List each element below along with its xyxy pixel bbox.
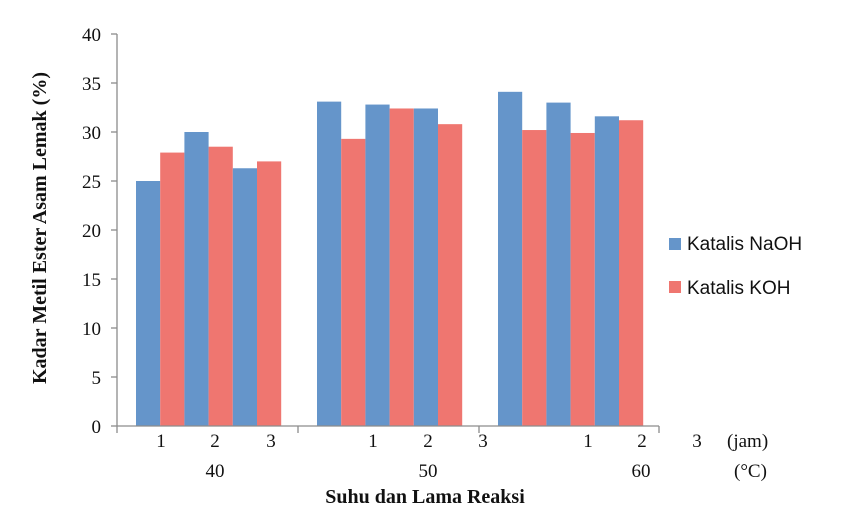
- y-tick-label: 20: [82, 221, 101, 242]
- bar-koh: [341, 138, 366, 427]
- bar-naoh: [232, 168, 257, 426]
- x-unit-time: (jam): [727, 431, 768, 452]
- y-ticks-group: 0 5 10 15 20 25 30 35 40: [82, 25, 117, 438]
- bar-naoh: [546, 102, 571, 426]
- y-tick-label: 35: [82, 74, 101, 95]
- y-tick-label: 30: [82, 123, 101, 144]
- legend-label-naoh: Katalis NaOH: [687, 234, 802, 255]
- bar-koh: [160, 152, 185, 426]
- x-tick-label-time: 1: [156, 431, 166, 452]
- bar-naoh: [498, 91, 523, 426]
- legend: Katalis NaOH Katalis KOH: [669, 234, 802, 299]
- x-tick-label-temperature: 40: [206, 461, 225, 482]
- x-tick-label-temperature: 50: [419, 461, 438, 482]
- bar-naoh: [317, 101, 342, 427]
- legend-swatch-naoh: [669, 238, 681, 250]
- bar-koh: [522, 130, 547, 427]
- bar-koh: [619, 120, 644, 427]
- bar-koh: [389, 108, 414, 426]
- x-tick-label-time: 3: [692, 431, 702, 452]
- bar-naoh: [184, 132, 209, 426]
- y-tick-label: 40: [82, 25, 101, 46]
- x-unit-temperature: (°C): [734, 461, 767, 482]
- y-tick-label: 0: [92, 417, 102, 438]
- x-tick-label-temperature: 60: [632, 461, 651, 482]
- bar-naoh: [594, 116, 619, 426]
- y-tick-label: 10: [82, 319, 101, 340]
- x-axis-title: Suhu dan Lama Reaksi: [325, 486, 525, 508]
- x-tick-label-time: 3: [266, 431, 276, 452]
- x-tick-label-time: 2: [637, 431, 647, 452]
- x-tick-label-time: 3: [478, 431, 488, 452]
- bar-koh: [208, 146, 233, 426]
- bar-naoh: [365, 104, 390, 426]
- x-tick-label-time: 1: [583, 431, 593, 452]
- bar-koh: [570, 132, 595, 427]
- y-tick-label: 25: [82, 172, 101, 193]
- bar-naoh: [136, 181, 161, 426]
- x-tick-label-time: 1: [368, 431, 378, 452]
- bar-naoh: [413, 108, 438, 426]
- x-ticks-group: 1 2 3 1 2 3 1 2 3 40 50 60: [116, 426, 702, 482]
- legend-swatch-koh: [669, 281, 681, 293]
- x-tick-label-time: 2: [423, 431, 433, 452]
- legend-label-koh: Katalis KOH: [687, 278, 790, 299]
- y-axis-title: Kadar Metil Ester Asam Lemak (%): [29, 72, 51, 384]
- y-tick-label: 15: [82, 270, 101, 291]
- bars-group: [136, 91, 644, 427]
- x-tick-label-time: 2: [210, 431, 220, 452]
- bar-koh: [438, 124, 463, 426]
- bar-koh: [257, 161, 282, 426]
- y-tick-label: 5: [92, 368, 102, 389]
